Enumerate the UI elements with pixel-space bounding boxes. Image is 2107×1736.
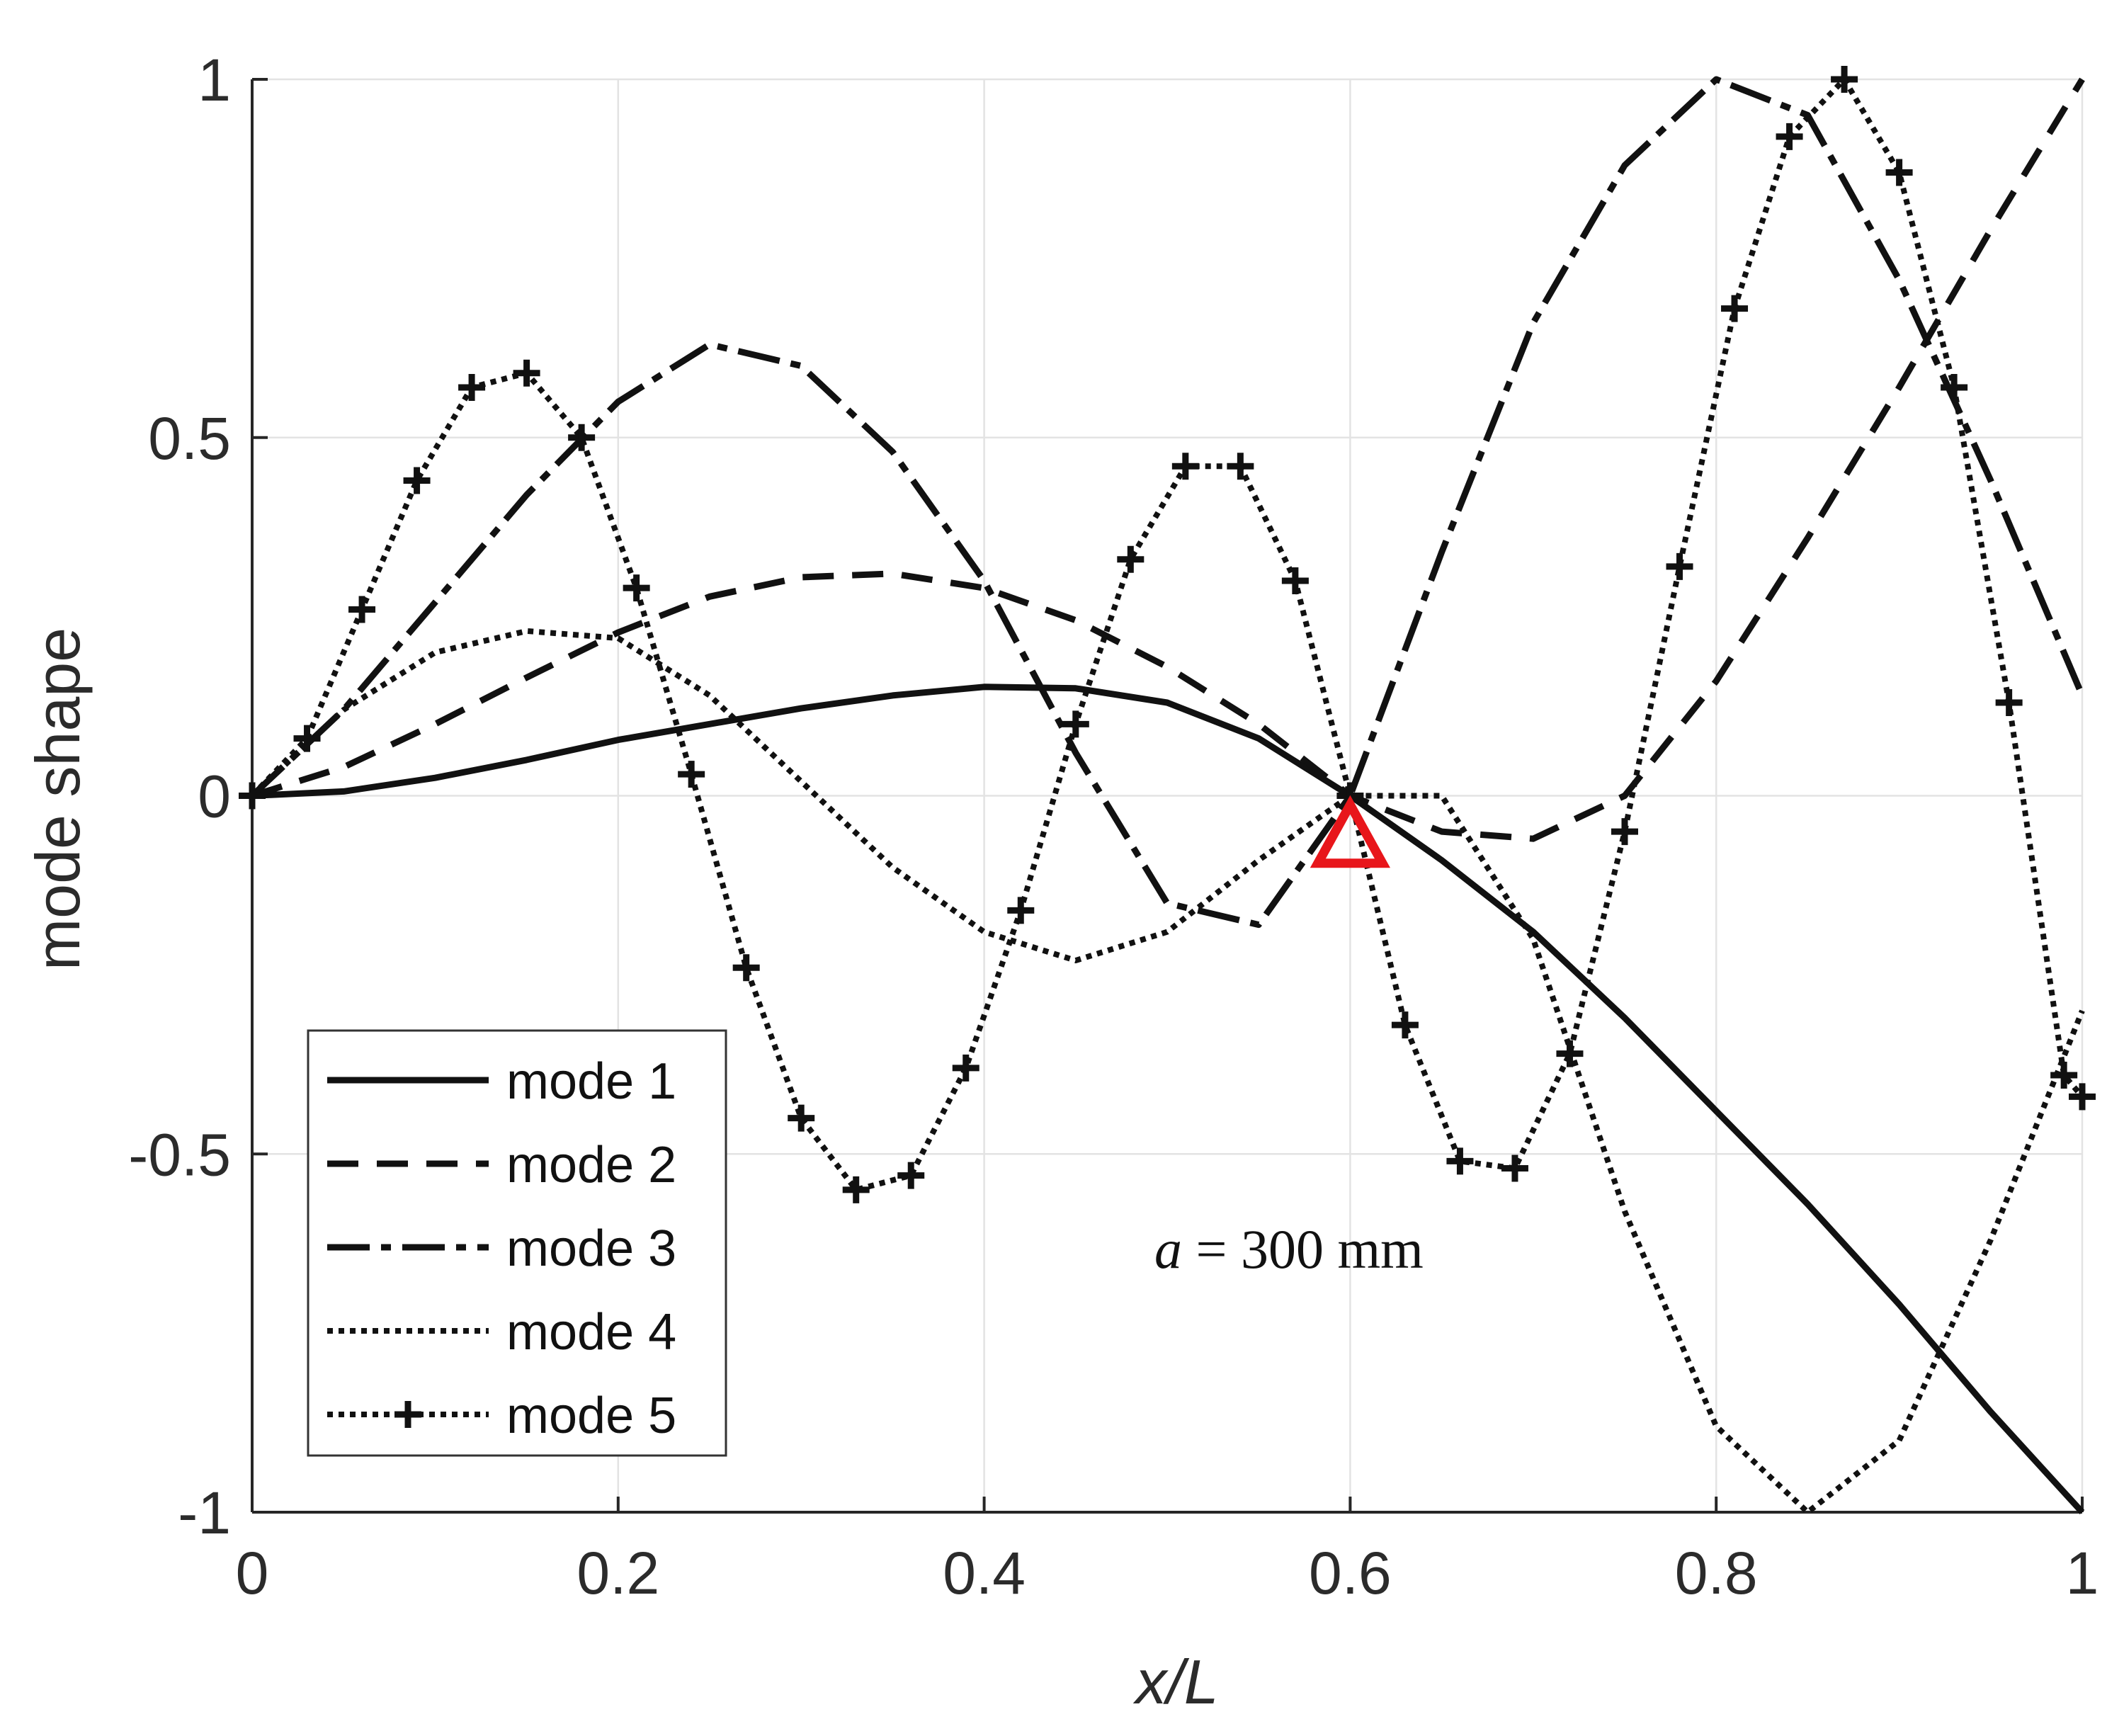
series-point-mode-5-13 <box>952 1054 979 1082</box>
y-tick-label-3: 0.5 <box>148 405 231 472</box>
series-point-mode-5-34 <box>2069 1083 2096 1111</box>
series-point-mode-5-4 <box>458 373 486 401</box>
x-tick-label-4: 0.8 <box>1675 1540 1758 1606</box>
series-point-mode-5-27 <box>1721 295 1749 322</box>
y-tick-label-2: 0 <box>198 764 231 830</box>
series-point-mode-5-2 <box>348 596 376 623</box>
series-point-mode-5-10 <box>788 1104 815 1132</box>
series-point-mode-5-26 <box>1666 552 1693 580</box>
annotation-text: a = 300 mm <box>1154 1218 1424 1280</box>
legend-box <box>307 1029 727 1457</box>
series-point-mode-5-5 <box>513 359 540 387</box>
series-point-mode-5-17 <box>1171 453 1199 480</box>
series-point-mode-5-1 <box>293 725 321 752</box>
series-point-mode-5-0 <box>239 782 266 810</box>
series-point-mode-5-14 <box>1007 897 1035 924</box>
legend-label-mode-3: mode 3 <box>506 1220 676 1277</box>
series-point-mode-5-32 <box>1995 689 2023 717</box>
x-tick-label-1: 0.2 <box>577 1540 659 1606</box>
annotation-value: = 300 mm <box>1182 1218 1424 1280</box>
series-point-mode-5-15 <box>1062 710 1089 738</box>
series-point-mode-5-7 <box>623 574 650 602</box>
x-tick-label-3: 0.6 <box>1309 1540 1392 1606</box>
y-axis-title: mode shape <box>23 628 93 970</box>
support-triangle-marker <box>1310 795 1391 868</box>
series-point-mode-5-30 <box>1885 159 1913 186</box>
series-point-mode-5-22 <box>1446 1147 1474 1175</box>
series-point-mode-5-12 <box>897 1162 925 1189</box>
series-point-mode-5-18 <box>1227 453 1254 480</box>
series-point-mode-5-31 <box>1941 373 1968 401</box>
series-point-mode-5-19 <box>1281 567 1309 595</box>
series-line-mode-2 <box>251 77 2085 842</box>
series-point-mode-5-9 <box>732 954 760 982</box>
legend-label-mode-1: mode 1 <box>506 1053 676 1110</box>
y-tick-label-1: -0.5 <box>128 1121 231 1188</box>
series-line-mode-3 <box>249 76 2086 929</box>
series-point-mode-5-25 <box>1611 818 1638 846</box>
series-point-mode-5-29 <box>1831 66 1858 93</box>
legend: mode 1 mode 2 mode 3 mode 4 mode 5 <box>307 1029 727 1457</box>
tick-labels: 0 0.2 0.4 0.6 0.8 1 -1 -0.5 0 0.5 1 <box>128 47 2099 1606</box>
series-point-mode-5-11 <box>842 1176 870 1203</box>
y-tick-label-0: -1 <box>178 1480 231 1546</box>
series-point-mode-5-23 <box>1501 1155 1528 1182</box>
x-tick-label-2: 0.4 <box>943 1540 1026 1606</box>
series-point-mode-5-3 <box>403 467 431 494</box>
series-point-mode-5-24 <box>1556 1040 1584 1067</box>
marker-group <box>1310 795 1391 868</box>
series-point-mode-5-33 <box>2050 1061 2078 1089</box>
series-point-mode-5-6 <box>568 424 596 451</box>
legend-label-mode-5: mode 5 <box>506 1388 676 1444</box>
annotation-variable: a <box>1154 1218 1182 1280</box>
series-line-mode-4 <box>250 628 2085 1515</box>
legend-label-mode-2: mode 2 <box>506 1137 676 1193</box>
x-tick-label-5: 1 <box>2066 1540 2099 1606</box>
x-tick-label-0: 0 <box>236 1540 269 1606</box>
series-point-mode-5-21 <box>1391 1011 1419 1039</box>
y-tick-label-4: 1 <box>198 47 231 113</box>
x-axis-title: x/L <box>1132 1647 1218 1717</box>
series-line-mode-1 <box>251 683 2085 1515</box>
series-point-mode-5-16 <box>1117 545 1145 573</box>
series-point-mode-5-8 <box>678 761 705 788</box>
series-point-mode-5-28 <box>1776 123 1803 150</box>
legend-label-mode-4: mode 4 <box>506 1304 676 1361</box>
series-group <box>239 66 2096 1515</box>
